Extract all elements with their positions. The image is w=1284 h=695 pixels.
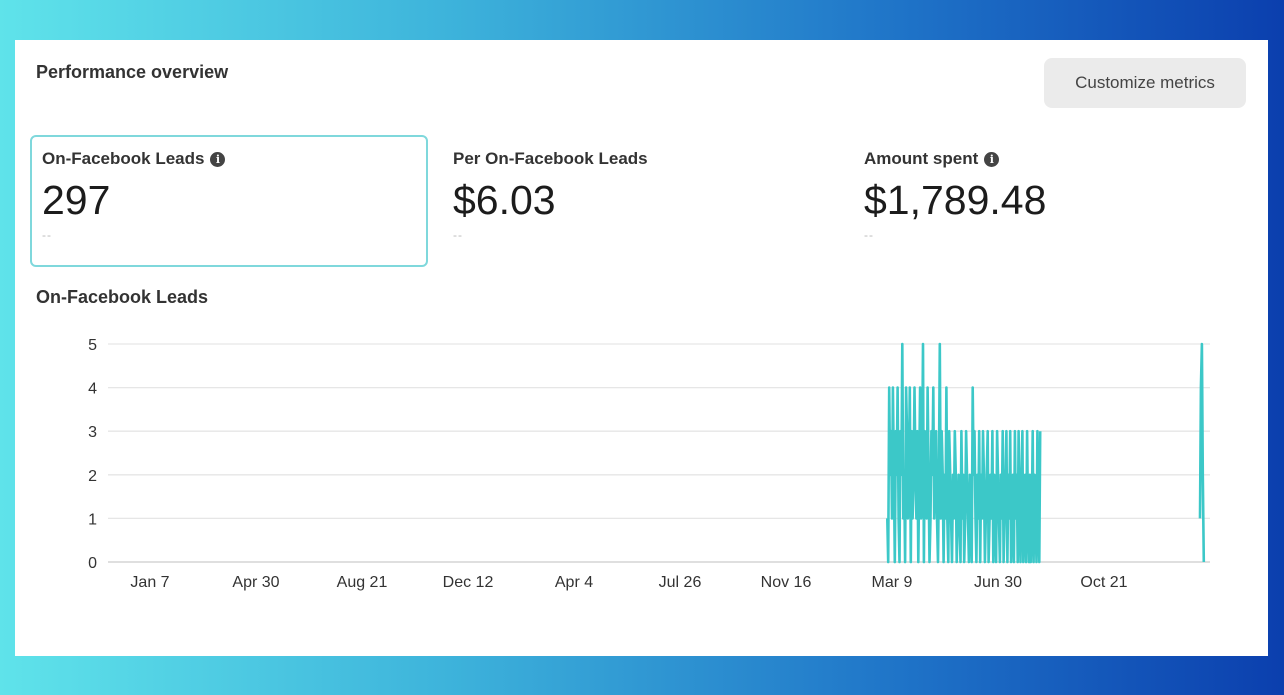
series-line-segment bbox=[886, 342, 1042, 564]
x-tick-label: Jul 26 bbox=[659, 574, 702, 591]
metric-comparison: -- bbox=[453, 228, 463, 242]
x-tick-label: Oct 21 bbox=[1080, 574, 1127, 591]
chart-title: On-Facebook Leads bbox=[36, 287, 209, 307]
x-tick-label: Jun 30 bbox=[974, 574, 1022, 591]
y-tick-label: 3 bbox=[88, 424, 97, 441]
x-tick-label: Apr 4 bbox=[555, 574, 593, 591]
metric-label: Per On-Facebook Leads bbox=[453, 149, 648, 168]
info-icon[interactable]: i bbox=[984, 151, 1000, 167]
page-title: Performance overview bbox=[36, 62, 229, 82]
customize-metrics-button[interactable]: Customize metrics bbox=[1044, 58, 1246, 108]
x-tick-label: Nov 16 bbox=[761, 574, 812, 591]
x-tick-label: Aug 21 bbox=[337, 574, 388, 591]
metric-value: $6.03 bbox=[453, 177, 556, 223]
info-icon[interactable]: i bbox=[210, 151, 226, 167]
metric-card-leads[interactable]: On-Facebook Leads i 297 -- bbox=[30, 135, 428, 267]
metric-label: On-Facebook Leads bbox=[42, 149, 205, 168]
performance-card: Performance overview Customize metrics O… bbox=[15, 40, 1268, 656]
series-line-segment bbox=[1198, 342, 1206, 563]
x-tick-label: Mar 9 bbox=[872, 574, 913, 591]
metric-value: 297 bbox=[42, 177, 111, 223]
metric-comparison: -- bbox=[42, 228, 52, 242]
metric-value: $1,789.48 bbox=[864, 177, 1047, 223]
y-tick-label: 0 bbox=[88, 555, 97, 572]
metric-card-cost-per-lead[interactable]: Per On-Facebook Leads $6.03 -- bbox=[442, 135, 840, 267]
y-tick-label: 1 bbox=[88, 511, 97, 528]
metric-label: Amount spent bbox=[864, 149, 979, 168]
x-tick-label: Jan 7 bbox=[130, 574, 169, 591]
x-tick-label: Apr 30 bbox=[232, 574, 279, 591]
y-tick-label: 5 bbox=[88, 337, 97, 354]
metric-comparison: -- bbox=[864, 228, 874, 242]
metric-card-amount-spent[interactable]: Amount spent i $1,789.48 -- bbox=[853, 135, 1251, 267]
y-tick-label: 2 bbox=[88, 468, 97, 485]
y-tick-label: 4 bbox=[88, 381, 97, 398]
x-tick-label: Dec 12 bbox=[443, 574, 494, 591]
